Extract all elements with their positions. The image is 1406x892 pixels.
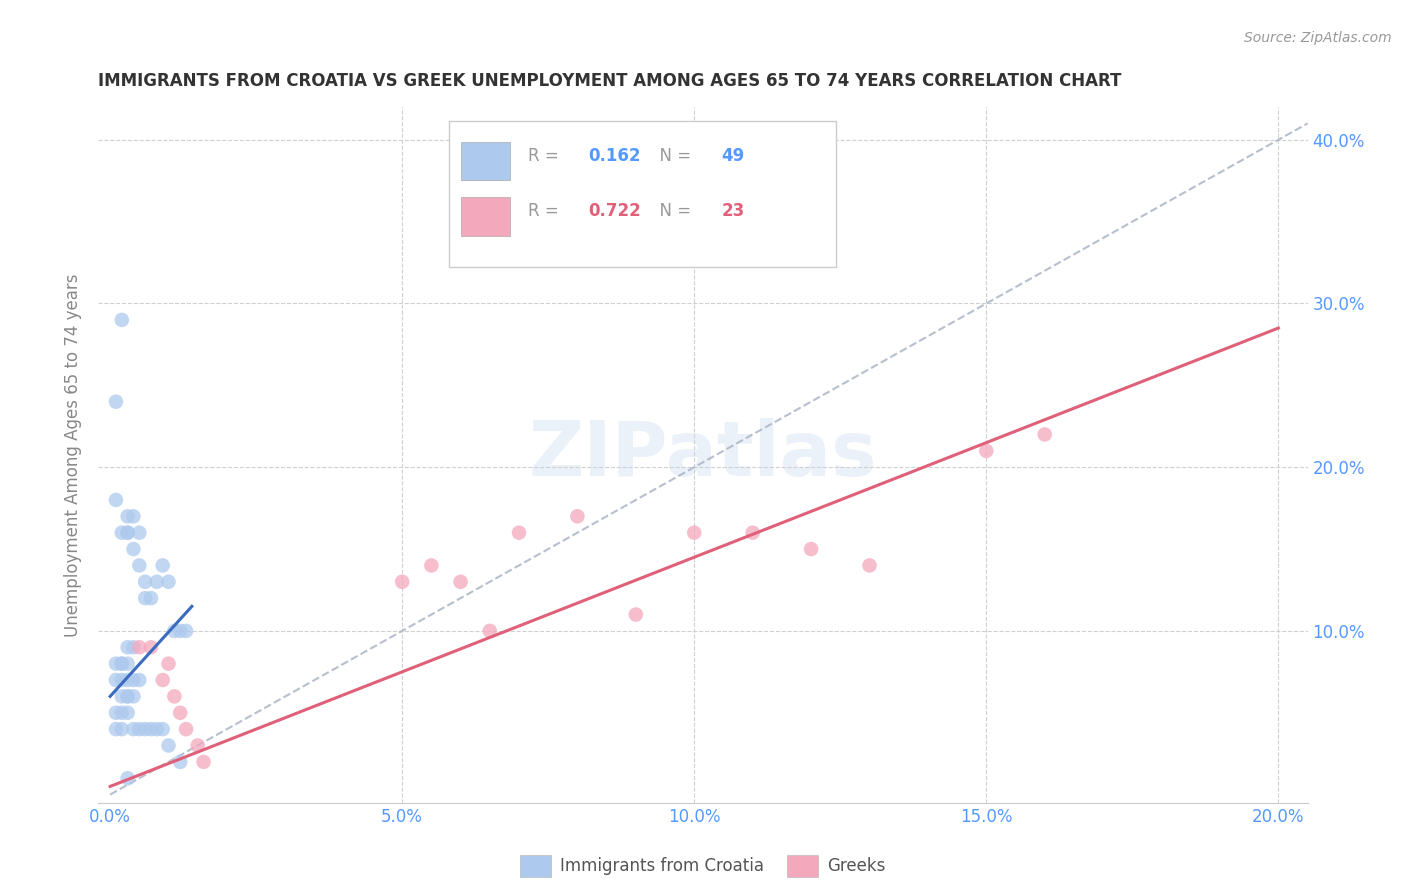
Point [157, 739, 180, 753]
Point [163, 624, 186, 638]
Point [111, 673, 134, 687]
Point [858, 558, 880, 573]
Point [128, 558, 150, 573]
Point [174, 624, 197, 638]
Point [146, 722, 169, 736]
Point [104, 492, 127, 507]
Point [157, 657, 180, 671]
Point [117, 509, 139, 524]
Text: Immigrants from Croatia: Immigrants from Croatia [560, 857, 763, 875]
Point [974, 443, 997, 458]
Text: Source: ZipAtlas.com: Source: ZipAtlas.com [1244, 31, 1392, 45]
Point [139, 640, 162, 655]
Point [117, 771, 139, 785]
Point [111, 722, 134, 736]
Point [152, 558, 174, 573]
Text: R =: R = [527, 202, 564, 220]
Point [134, 722, 156, 736]
Point [117, 525, 139, 540]
Point [104, 722, 127, 736]
Point [122, 640, 145, 655]
Text: ZIPatlas: ZIPatlas [529, 418, 877, 491]
Point [741, 525, 763, 540]
FancyBboxPatch shape [461, 142, 509, 180]
Point [111, 525, 134, 540]
Point [391, 574, 413, 589]
Point [450, 574, 472, 589]
Point [169, 624, 191, 638]
Point [104, 673, 127, 687]
Point [104, 657, 127, 671]
Point [104, 394, 127, 409]
Point [122, 722, 145, 736]
Point [683, 525, 706, 540]
Point [128, 525, 150, 540]
Point [800, 542, 823, 557]
Point [111, 706, 134, 720]
Point [134, 591, 156, 606]
Point [169, 755, 191, 769]
Text: R =: R = [527, 147, 564, 165]
Point [111, 690, 134, 704]
Point [146, 574, 169, 589]
Point [104, 706, 127, 720]
Text: N =: N = [648, 202, 696, 220]
Point [111, 657, 134, 671]
Text: IMMIGRANTS FROM CROATIA VS GREEK UNEMPLOYMENT AMONG AGES 65 TO 74 YEARS CORRELAT: IMMIGRANTS FROM CROATIA VS GREEK UNEMPLO… [98, 72, 1122, 90]
Point [117, 657, 139, 671]
Point [117, 673, 139, 687]
Text: Greeks: Greeks [827, 857, 886, 875]
Text: N =: N = [648, 147, 696, 165]
Text: 49: 49 [721, 147, 744, 165]
Point [128, 673, 150, 687]
Point [134, 574, 156, 589]
Point [117, 690, 139, 704]
Point [187, 739, 209, 753]
Point [122, 509, 145, 524]
Text: 0.722: 0.722 [588, 202, 641, 220]
Point [420, 558, 443, 573]
Point [157, 574, 180, 589]
Point [111, 657, 134, 671]
Point [567, 509, 589, 524]
Point [169, 706, 191, 720]
Point [128, 640, 150, 655]
Point [122, 690, 145, 704]
Point [111, 313, 134, 327]
Point [508, 525, 530, 540]
Point [122, 542, 145, 557]
Point [174, 722, 197, 736]
Point [139, 722, 162, 736]
Point [624, 607, 647, 622]
Point [152, 722, 174, 736]
Point [508, 214, 530, 228]
FancyBboxPatch shape [461, 197, 509, 235]
Point [117, 640, 139, 655]
Text: 0.162: 0.162 [588, 147, 641, 165]
Point [152, 673, 174, 687]
Point [122, 673, 145, 687]
Point [478, 624, 501, 638]
Point [139, 591, 162, 606]
Point [117, 525, 139, 540]
FancyBboxPatch shape [449, 121, 837, 267]
Point [128, 722, 150, 736]
Y-axis label: Unemployment Among Ages 65 to 74 years: Unemployment Among Ages 65 to 74 years [65, 273, 83, 637]
Point [117, 706, 139, 720]
Point [163, 690, 186, 704]
Text: 23: 23 [721, 202, 744, 220]
Point [1033, 427, 1056, 442]
Point [193, 755, 215, 769]
Point [117, 690, 139, 704]
